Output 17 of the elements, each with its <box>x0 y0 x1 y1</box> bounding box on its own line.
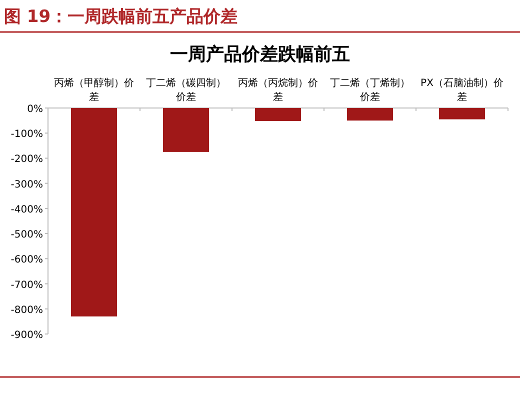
y-tick-label: -400% <box>10 204 43 216</box>
y-tick-label: -200% <box>10 154 43 166</box>
x-tick-label: 丙烯（甲醇制）价差 <box>54 77 134 103</box>
chart-title: 图 19：一周跌幅前五产品价差 <box>4 7 238 27</box>
y-tick-label: -800% <box>10 304 43 316</box>
x-tick-label: 丁二烯（丁烯制）价差 <box>330 77 410 103</box>
y-tick-label: -900% <box>10 330 43 341</box>
y-tick-label: -600% <box>10 254 43 266</box>
y-tick-label: -100% <box>10 129 43 140</box>
x-tick-label: 丁二烯（碳四制）价差 <box>146 77 226 103</box>
y-tick-label: -700% <box>10 280 43 291</box>
y-tick-label: -300% <box>10 179 43 190</box>
x-tick-label: 丙烯（丙烷制）价差 <box>238 77 318 103</box>
y-tick-label: 0% <box>27 104 43 115</box>
y-tick-label: -500% <box>10 230 43 241</box>
chart-subtitle: 一周产品价差跌幅前五 <box>170 44 350 65</box>
x-tick-label: PX（石脑油制）价差 <box>420 77 504 103</box>
